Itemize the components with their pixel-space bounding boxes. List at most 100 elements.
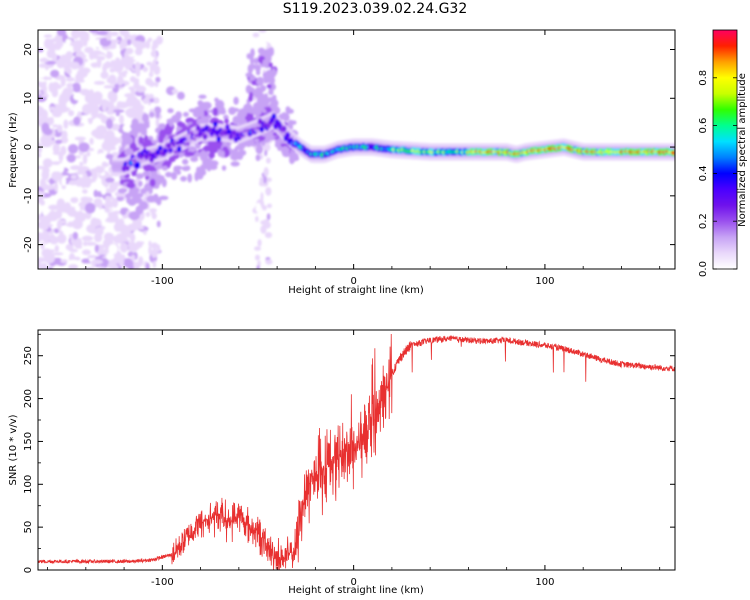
- heatmap-cell: [41, 148, 51, 155]
- heatmap-cell: [104, 207, 111, 213]
- heatmap-cell: [146, 61, 153, 66]
- heatmap-cell: [163, 125, 173, 136]
- heatmap-cell: [257, 47, 266, 55]
- y-tick-label: 10: [23, 92, 34, 105]
- heatmap-cell: [225, 125, 230, 129]
- heatmap-cell: [107, 64, 117, 68]
- heatmap-cell: [158, 123, 167, 129]
- heatmap-cell: [258, 30, 267, 33]
- heatmap-cell: [116, 101, 123, 108]
- heatmap-cell: [73, 92, 83, 101]
- heatmap-cell: [105, 199, 111, 207]
- y-tick-label: 20: [23, 43, 34, 56]
- heatmap-cell: [133, 108, 144, 119]
- heatmap-cell: [109, 67, 116, 73]
- heatmap-cell: [132, 158, 137, 163]
- heatmap-cell: [122, 73, 127, 78]
- heatmap-cell: [84, 93, 91, 103]
- heatmap-cell: [94, 244, 99, 253]
- heatmap-cell: [129, 233, 136, 243]
- heatmap-cell: [52, 124, 59, 128]
- heatmap-cell: [285, 133, 290, 138]
- heatmap-cell: [142, 66, 149, 73]
- heatmap-cell: [211, 128, 216, 133]
- heatmap-cell: [263, 167, 269, 177]
- heatmap-cell: [60, 259, 68, 264]
- heatmap-cell: [150, 50, 158, 58]
- snr-series-line: [38, 333, 675, 570]
- heatmap-cell: [135, 173, 145, 179]
- heatmap-cell: [75, 72, 84, 83]
- heatmap-cell: [54, 244, 60, 252]
- heatmap-cell: [131, 98, 142, 110]
- heatmap-cell: [151, 248, 158, 258]
- colorbar-label: Normalized spectral amplitude: [737, 73, 748, 227]
- heatmap-cell: [158, 195, 169, 201]
- heatmap-cell: [73, 237, 83, 249]
- heatmap-cell: [95, 125, 108, 136]
- heatmap-cell: [78, 88, 91, 96]
- heatmap-cell: [142, 98, 150, 104]
- heatmap-cell: [136, 193, 144, 198]
- heatmap-cell: [52, 252, 64, 256]
- heatmap-cell: [48, 234, 56, 242]
- heatmap-cell: [173, 150, 178, 154]
- heatmap-cell: [41, 84, 48, 94]
- heatmap-cell: [151, 242, 158, 250]
- heatmap-cell: [47, 38, 55, 49]
- heatmap-cell: [120, 207, 127, 216]
- heatmap-cell: [265, 199, 273, 204]
- heatmap-cell: [131, 254, 136, 262]
- heatmap-cell: [129, 76, 137, 83]
- y-tick-label: 100: [23, 475, 34, 494]
- spectrogram-cells: [38, 30, 675, 269]
- heatmap-cell: [41, 122, 50, 134]
- heatmap-cell: [53, 181, 59, 192]
- heatmap-cell: [38, 106, 45, 116]
- heatmap-cell: [256, 265, 260, 269]
- heatmap-cell: [112, 109, 125, 113]
- heatmap-cell: [138, 137, 145, 145]
- heatmap-cell: [61, 176, 67, 186]
- x-tick-label: 0: [350, 577, 356, 588]
- heatmap-cell: [81, 235, 94, 242]
- heatmap-cell: [254, 246, 262, 251]
- heatmap-cell: [118, 61, 127, 68]
- heatmap-cell: [84, 241, 97, 246]
- heatmap-cell: [58, 219, 67, 225]
- heatmap-cell: [54, 143, 60, 153]
- heatmap-cell: [43, 252, 56, 264]
- heatmap-cell: [40, 94, 50, 98]
- heatmap-cell: [122, 258, 134, 268]
- heatmap-cell: [38, 232, 43, 243]
- heatmap-cell: [141, 130, 148, 136]
- heatmap-cell: [145, 262, 150, 269]
- heatmap-cell: [54, 139, 63, 144]
- heatmap-cell: [109, 195, 114, 201]
- heatmap-cell: [90, 218, 102, 227]
- heatmap-cell: [42, 208, 49, 216]
- heatmap-cell: [166, 144, 171, 148]
- heatmap-cell: [259, 39, 264, 47]
- heatmap-cell: [56, 233, 67, 244]
- heatmap-cell: [180, 175, 187, 182]
- heatmap-cell: [167, 108, 174, 114]
- heatmap-cell: [47, 45, 55, 50]
- heatmap-cell: [43, 34, 53, 38]
- heatmap-cell: [147, 37, 153, 42]
- heatmap-cell: [124, 36, 129, 47]
- heatmap-cell: [285, 106, 291, 113]
- heatmap-cell: [149, 178, 156, 187]
- heatmap-cell: [230, 161, 240, 167]
- heatmap-cell: [134, 61, 141, 71]
- heatmap-cell: [68, 265, 74, 269]
- heatmap-cell: [151, 208, 155, 217]
- heatmap-cell: [43, 226, 49, 230]
- heatmap-cell: [248, 113, 254, 121]
- heatmap-cell: [39, 199, 45, 206]
- colorbar-tick-label: 0.2: [698, 213, 709, 229]
- heatmap-cell: [74, 205, 81, 212]
- heatmap-cell: [68, 144, 79, 154]
- heatmap-cell: [268, 62, 273, 68]
- heatmap-cell: [75, 102, 83, 111]
